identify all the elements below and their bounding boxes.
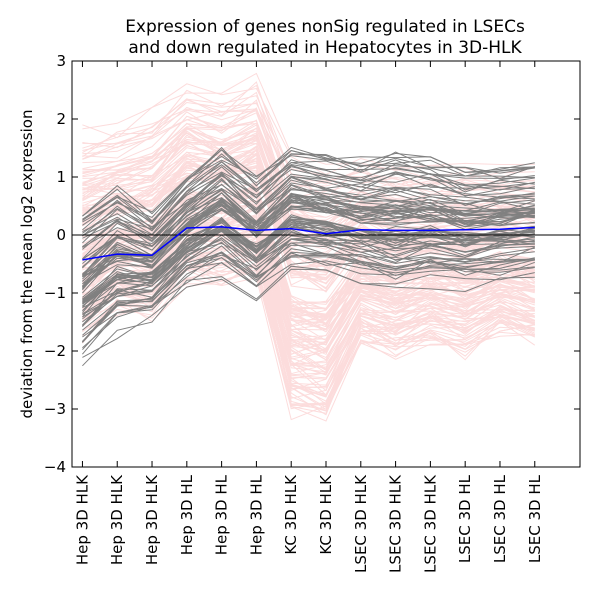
y-axis-label: deviation from the mean log2 expression: [18, 110, 36, 419]
pink-series-line: [82, 99, 535, 212]
series-layer: [72, 72, 580, 422]
x-tick-label: KC 3D HLK: [282, 474, 300, 555]
gray-series-line: [82, 172, 535, 240]
gray-series-line: [82, 161, 535, 226]
gray-series-line: [82, 146, 535, 217]
y-tick-label: 0: [56, 226, 66, 244]
pink-series-line: [82, 233, 535, 368]
gray-series-line: [82, 241, 535, 336]
gray-series-line: [82, 176, 535, 248]
pink-series-line: [82, 245, 536, 376]
gray-series-line: [82, 179, 535, 269]
series-lines: [72, 72, 580, 422]
gray-series-line: [82, 251, 535, 343]
gray-series-line: [82, 222, 535, 305]
y-tick-label: 2: [56, 110, 66, 128]
gray-series-line: [82, 268, 535, 358]
gray-series-line: [82, 260, 535, 349]
gray-series-line: [82, 216, 535, 302]
pink-series-line: [82, 233, 535, 359]
gray-series-line: [82, 179, 535, 260]
chart-title-line-2: and down regulated in Hepatocytes in 3D-…: [128, 38, 522, 58]
gray-series-line: [82, 238, 536, 343]
pink-series-line: [82, 253, 535, 412]
pink-series-line: [82, 157, 535, 284]
x-tick-label: Hep 3D HLK: [73, 474, 91, 565]
x-tick-label: Hep 3D HL: [247, 474, 265, 555]
gray-series-line: [82, 168, 535, 234]
pink-series-line: [82, 249, 535, 398]
y-tick-label: −2: [44, 342, 66, 360]
x-tick-label: LSEC 3D HLK: [352, 474, 370, 573]
x-tick-label: LSEC 3D HLK: [421, 474, 439, 573]
gray-series-line: [82, 265, 535, 367]
x-tick-label: LSEC 3D HL: [491, 474, 509, 563]
pink-series-line: [82, 196, 536, 328]
y-tick-label: −3: [44, 400, 66, 418]
gray-series-line: [82, 172, 535, 248]
gray-series-line: [82, 208, 535, 277]
gray-series-line: [82, 220, 535, 307]
pink-series-line: [82, 191, 535, 318]
y-tick-label: 1: [56, 168, 66, 186]
chart-title-line-1: Expression of genes nonSig regulated in …: [125, 17, 525, 37]
pink-series-line: [82, 72, 535, 171]
x-tick-label: LSEC 3D HL: [456, 474, 474, 563]
y-tick-label: −1: [44, 284, 66, 302]
x-tick-label: Hep 3D HL: [213, 474, 231, 555]
mean-series-line: [82, 226, 535, 261]
gray-series-line: [82, 228, 535, 328]
y-tick-label: 3: [56, 52, 66, 70]
axes-layer: 3 2 1 0 −1 −2 −3 −4 Hep 3D HLK Hep 3D HLK Hep 3D H…: [44, 52, 580, 573]
gray-series-line: [82, 159, 535, 231]
x-tick-label: KC 3D HLK: [317, 474, 335, 555]
pink-series-line: [82, 106, 535, 196]
x-tick-label: Hep 3D HLK: [143, 474, 161, 565]
pink-series-line: [82, 167, 535, 271]
y-tick-label: −4: [44, 458, 66, 476]
gray-series-line: [82, 238, 535, 327]
pink-series-line: [82, 216, 535, 366]
x-tick-label: LSEC 3D HLK: [387, 474, 405, 573]
gray-series-line: [82, 216, 535, 300]
gray-series-line: [82, 200, 535, 294]
x-tick-label: Hep 3D HL: [178, 474, 196, 555]
gray-series-line: [82, 188, 535, 260]
x-tick-label: Hep 3D HLK: [108, 474, 126, 565]
gray-series-line: [82, 194, 535, 287]
gray-series-line: [82, 176, 535, 260]
gray-series-line: [82, 164, 535, 236]
x-tick-label: LSEC 3D HL: [526, 474, 544, 563]
pink-series-line: [82, 127, 535, 224]
gray-series-line: [82, 189, 535, 277]
gray-series-line: [82, 252, 535, 350]
gray-series-line: [82, 149, 535, 220]
pink-series-line: [82, 277, 536, 421]
